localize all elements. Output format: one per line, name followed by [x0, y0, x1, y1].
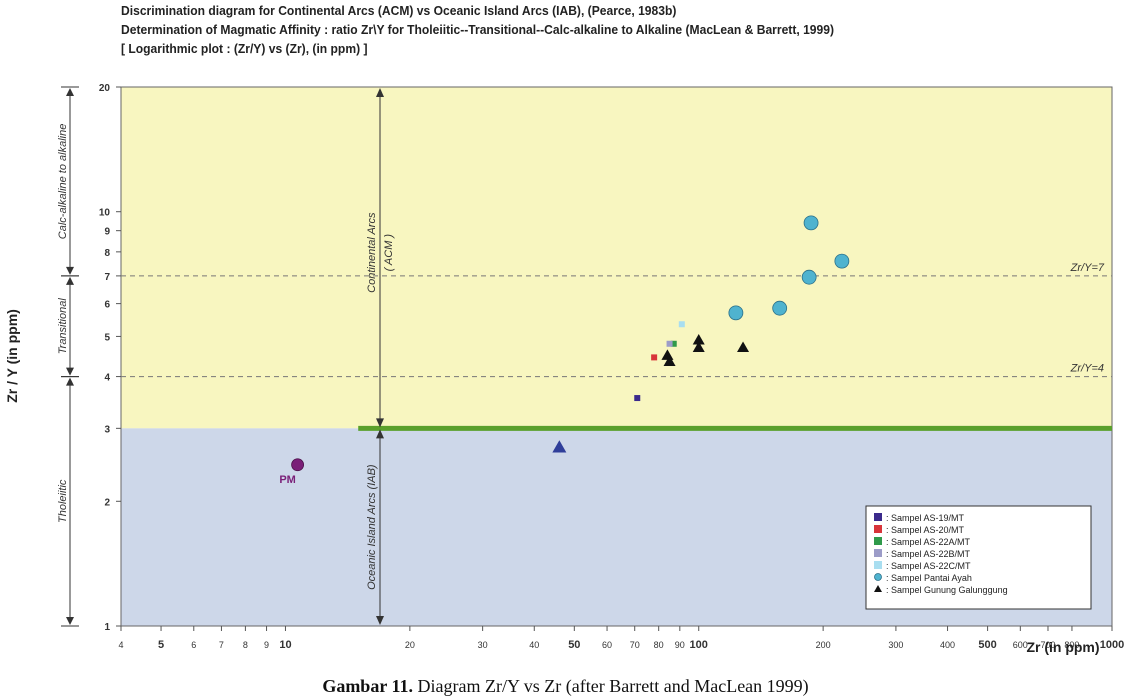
y-tick-label-9: 9	[104, 227, 110, 238]
oceanic-island-arcs-arrowhead-bottom	[376, 616, 384, 625]
data-point-sampel-as-19-mt-1	[634, 395, 641, 402]
x-tick-label-600: 600	[1013, 640, 1028, 650]
affinity-label-transitional: Transitional	[57, 298, 69, 355]
data-point-sampel-gunung-galunggung-4	[692, 334, 705, 345]
chart-title-line-1: Discrimination diagram for Continental A…	[121, 3, 677, 18]
legend-marker-sampel-gunung-galunggung	[874, 585, 882, 592]
legend-marker-sampel-as-22c-mt	[874, 561, 882, 569]
x-tick-label-60: 60	[602, 640, 612, 650]
affinity-label-tholeiitic: Tholeiitic	[57, 479, 69, 523]
x-tick-label-400: 400	[940, 640, 955, 650]
affinity-arrow-bottom-calc-alkaline-to-alkaline	[66, 266, 74, 275]
oceanic-island-arcs-label: Oceanic Island Arcs (IAB)	[366, 464, 378, 590]
x-tick-label-5: 5	[158, 639, 164, 651]
plot-frame	[120, 86, 1113, 627]
continental-arcs-arrowhead-top	[376, 88, 384, 97]
legend-label-sampel-as-20-mt: : Sampel AS-20/MT	[886, 525, 965, 535]
affinity-arrow-top-tholeiitic	[66, 377, 74, 386]
x-tick-label-4: 4	[118, 640, 123, 650]
affinity-arrow-bottom-tholeiitic	[66, 617, 74, 625]
chart-title-line-3: [ Logarithmic plot : (Zr/Y) vs (Zr), (in…	[121, 41, 368, 56]
data-point-sampel-as-22c-mt-1	[678, 321, 685, 328]
continental-arcs-label: Continental Arcs	[366, 212, 378, 293]
x-tick-label-100: 100	[690, 639, 708, 651]
legend-label-sampel-as-22a-mt: : Sampel AS-22A/MT	[886, 537, 971, 547]
legend-label-sampel-as-22c-mt: : Sampel AS-22C/MT	[886, 561, 971, 571]
reference-label-zr-y-7: Zr/Y=7	[1070, 262, 1105, 274]
data-point-extra-pm	[291, 458, 305, 472]
data-point-sampel-gunung-galunggung-3	[692, 341, 705, 353]
legend-label-sampel-as-22b-mt: : Sampel AS-22B/MT	[886, 549, 971, 559]
legend-marker-sampel-as-22b-mt	[874, 549, 882, 557]
y-tick-label-10: 10	[99, 208, 111, 219]
data-point-sampel-pantai-ayah-4	[803, 215, 819, 231]
x-tick-label-10: 10	[279, 639, 291, 651]
affinity-arrow-bottom-transitional	[66, 367, 74, 376]
legend-marker-sampel-pantai-ayah	[874, 573, 882, 581]
x-tick-label-50: 50	[568, 639, 580, 651]
x-tick-label-30: 30	[478, 640, 488, 650]
data-label-pm: PM	[279, 474, 296, 486]
data-point-sampel-pantai-ayah-2	[772, 300, 788, 316]
y-tick-label-8: 8	[104, 248, 110, 259]
continental-arcs-abbr-label: ( ACM )	[383, 234, 395, 272]
affinity-arrow-top-transitional	[66, 276, 74, 285]
legend-label-sampel-gunung-galunggung: : Sampel Gunung Galunggung	[886, 585, 1008, 595]
data-point-sampel-gunung-galunggung-5	[737, 341, 750, 353]
legend-label-sampel-pantai-ayah: : Sampel Pantai Ayah	[886, 573, 972, 583]
y-tick-label-7: 7	[104, 272, 110, 283]
caption-prefix: Gambar 11.	[322, 676, 413, 696]
x-tick-label-700: 700	[1040, 640, 1055, 650]
y-tick-label-1: 1	[104, 622, 110, 633]
data-point-sampel-as-22b-mt-1	[666, 340, 673, 347]
y-tick-label-3: 3	[104, 424, 110, 435]
legend-marker-sampel-as-22a-mt	[874, 537, 882, 545]
x-tick-label-40: 40	[529, 640, 539, 650]
data-point-sampel-as-20-mt-1	[651, 354, 658, 361]
figure-caption: Gambar 11. Diagram Zr/Y vs Zr (after Bar…	[0, 676, 1131, 697]
data-point-sampel-as-22a-mt-1	[670, 340, 677, 347]
oceanic-island-arcs-arrowhead-top	[376, 429, 384, 439]
x-tick-label-1000: 1000	[1100, 639, 1124, 651]
affinity-label-calc-alkaline-to-alkaline: Calc-alkaline to alkaline	[57, 124, 69, 240]
data-point-extra-2	[552, 440, 567, 453]
data-point-sampel-pantai-ayah-1	[728, 305, 744, 321]
legend-marker-sampel-as-19-mt	[874, 513, 882, 521]
chart-title-line-2: Determination of Magmatic Affinity : rat…	[121, 22, 835, 37]
x-tick-label-7: 7	[219, 640, 224, 650]
x-tick-label-70: 70	[630, 640, 640, 650]
legend-box	[865, 505, 1092, 610]
x-tick-label-500: 500	[978, 639, 996, 651]
caption-text: Diagram Zr/Y vs Zr (after Barrett and Ma…	[413, 676, 809, 696]
x-tick-label-9: 9	[264, 640, 269, 650]
x-tick-label-200: 200	[816, 640, 831, 650]
data-point-sampel-gunung-galunggung-2	[663, 355, 676, 366]
x-tick-label-6: 6	[191, 640, 196, 650]
reference-label-zr-y-4: Zr/Y=4	[1070, 363, 1104, 375]
x-tick-label-80: 80	[654, 640, 664, 650]
data-point-sampel-pantai-ayah-5	[834, 253, 850, 269]
x-tick-label-20: 20	[405, 640, 415, 650]
data-point-sampel-pantai-ayah-3	[801, 269, 817, 285]
continental-arcs-arrowhead-bottom	[376, 418, 384, 428]
x-tick-label-90: 90	[675, 640, 685, 650]
legend-marker-sampel-as-20-mt	[874, 525, 882, 533]
x-axis-label: Zr (in ppm)	[1026, 639, 1099, 655]
x-tick-label-800: 800	[1064, 640, 1079, 650]
region-continental-arcs	[121, 87, 1112, 429]
y-axis-label: Zr / Y (in ppm)	[4, 309, 20, 403]
y-tick-label-6: 6	[104, 300, 110, 311]
y-tick-label-5: 5	[104, 332, 110, 343]
x-tick-label-8: 8	[243, 640, 248, 650]
x-tick-label-300: 300	[888, 640, 903, 650]
affinity-arrow-top-calc-alkaline-to-alkaline	[66, 88, 74, 96]
y-tick-label-4: 4	[104, 373, 110, 384]
y-tick-label-2: 2	[104, 497, 110, 508]
legend-label-sampel-as-19-mt: : Sampel AS-19/MT	[886, 513, 965, 523]
y-tick-label-20: 20	[99, 83, 111, 94]
